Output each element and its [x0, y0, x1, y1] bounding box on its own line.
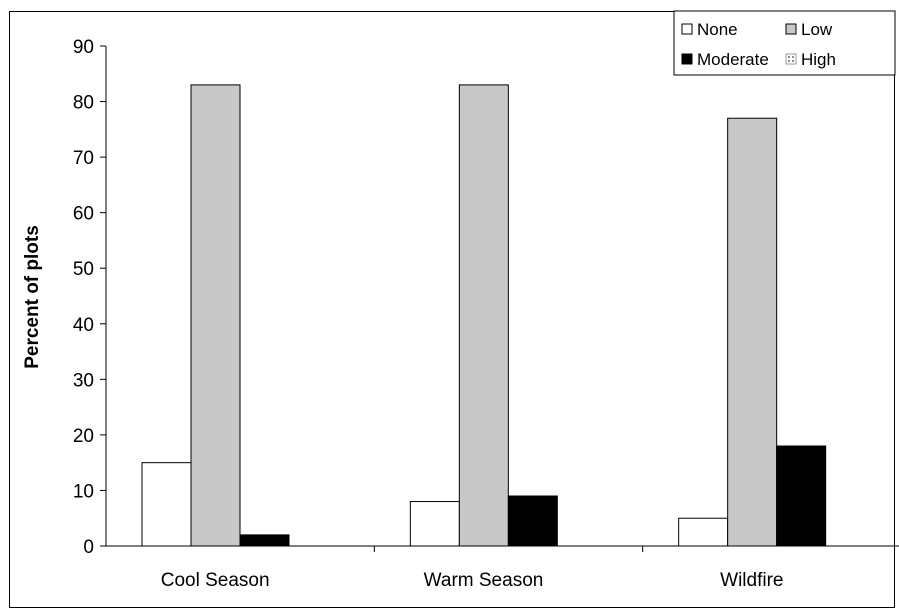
legend-swatch-high [785, 53, 797, 65]
legend-label-low: Low [801, 20, 833, 39]
legend: None Low Moderate High [673, 10, 896, 76]
x-category-label: Warm Season [424, 570, 544, 591]
bar-low-cool-season [190, 84, 241, 547]
legend-label-high: High [801, 50, 836, 69]
legend-label-moderate: Moderate [697, 50, 769, 69]
legend-swatch-none [681, 23, 693, 35]
y-tick-label: 90 [73, 37, 94, 58]
x-category-label: Wildfire [720, 570, 783, 591]
y-tick-label: 70 [73, 148, 94, 169]
y-tick-label: 80 [73, 93, 94, 114]
legend-swatch-low [785, 23, 797, 35]
bar-moderate-cool-season [239, 534, 290, 547]
x-category-label: Cool Season [161, 570, 270, 591]
y-tick-label: 0 [83, 537, 94, 558]
legend-box [673, 10, 896, 76]
y-tick-label: 20 [73, 426, 94, 447]
bar-moderate-warm-season [507, 495, 558, 547]
bar-none-wildfire [678, 517, 729, 547]
bars [141, 84, 827, 547]
bar-none-warm-season [409, 501, 460, 547]
y-tick-label: 60 [73, 204, 94, 225]
legend-swatch-moderate [681, 53, 693, 65]
y-tick-label: 10 [73, 481, 94, 502]
y-tick-label: 50 [73, 259, 94, 280]
y-tick-label: 40 [73, 315, 94, 336]
bar-low-wildfire [727, 117, 778, 547]
legend-label-none: None [697, 20, 738, 39]
y-tick-label: 30 [73, 370, 94, 391]
y-axis-title: Percent of plots [22, 225, 43, 369]
bar-none-cool-season [141, 462, 192, 547]
bar-low-warm-season [458, 84, 509, 547]
bar-moderate-wildfire [776, 445, 827, 547]
